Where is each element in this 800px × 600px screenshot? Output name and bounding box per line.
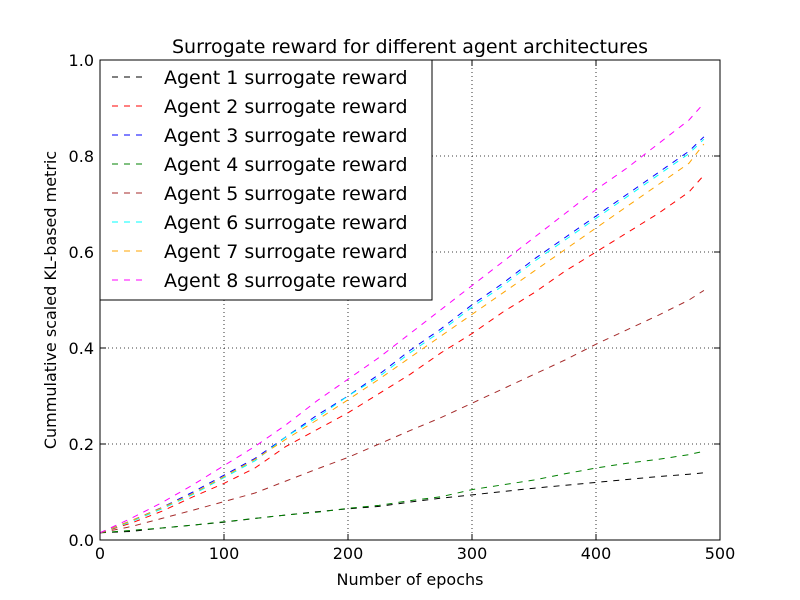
legend-label: Agent 3 surrogate reward bbox=[164, 125, 408, 147]
series-line-agent-4 bbox=[99, 450, 705, 534]
series-line-agent-7 bbox=[99, 143, 705, 534]
x-tick-label: 400 bbox=[581, 544, 612, 563]
y-tick-label: 0.2 bbox=[69, 435, 94, 454]
y-tick-label: 0.0 bbox=[69, 531, 94, 550]
x-tick-label: 300 bbox=[457, 544, 488, 563]
legend-label: Agent 8 surrogate reward bbox=[164, 270, 408, 292]
axis-ticks: 0 100 200 300 400 500 0.0 0.2 0.4 0.6 0.8 1.0 bbox=[69, 51, 736, 563]
y-tick-label: 0.4 bbox=[69, 339, 94, 358]
legend: Agent 1 surrogate reward Agent 2 surrogat… bbox=[99, 59, 433, 301]
series-line-agent-5 bbox=[99, 289, 705, 534]
legend-label: Agent 2 surrogate reward bbox=[164, 96, 408, 118]
series-line-agent-8 bbox=[99, 102, 705, 534]
y-tick-label: 1.0 bbox=[69, 51, 94, 70]
series-line-agent-2 bbox=[99, 174, 705, 534]
chart-title: Surrogate reward for different agent arc… bbox=[172, 36, 648, 58]
series-line-agent-1 bbox=[99, 472, 704, 534]
x-tick-label: 0 bbox=[95, 544, 105, 563]
x-tick-label: 100 bbox=[209, 544, 240, 563]
y-tick-label: 0.8 bbox=[69, 147, 94, 166]
series-lines bbox=[99, 102, 705, 534]
legend-label: Agent 7 surrogate reward bbox=[164, 241, 408, 263]
legend-label: Agent 4 surrogate reward bbox=[164, 154, 408, 176]
x-axis-label: Number of epochs bbox=[337, 570, 484, 589]
x-tick-label: 200 bbox=[333, 544, 364, 563]
legend-label: Agent 6 surrogate reward bbox=[164, 212, 408, 234]
y-tick-label: 0.6 bbox=[69, 243, 94, 262]
series-line-agent-3 bbox=[99, 136, 705, 534]
legend-label: Agent 1 surrogate reward bbox=[164, 67, 408, 89]
y-axis-label: Cummulative scaled KL-based metric bbox=[41, 151, 60, 449]
legend-label: Agent 5 surrogate reward bbox=[164, 183, 408, 205]
series-line-agent-6 bbox=[99, 138, 705, 534]
x-tick-label: 500 bbox=[705, 544, 736, 563]
legend-box bbox=[99, 59, 433, 301]
